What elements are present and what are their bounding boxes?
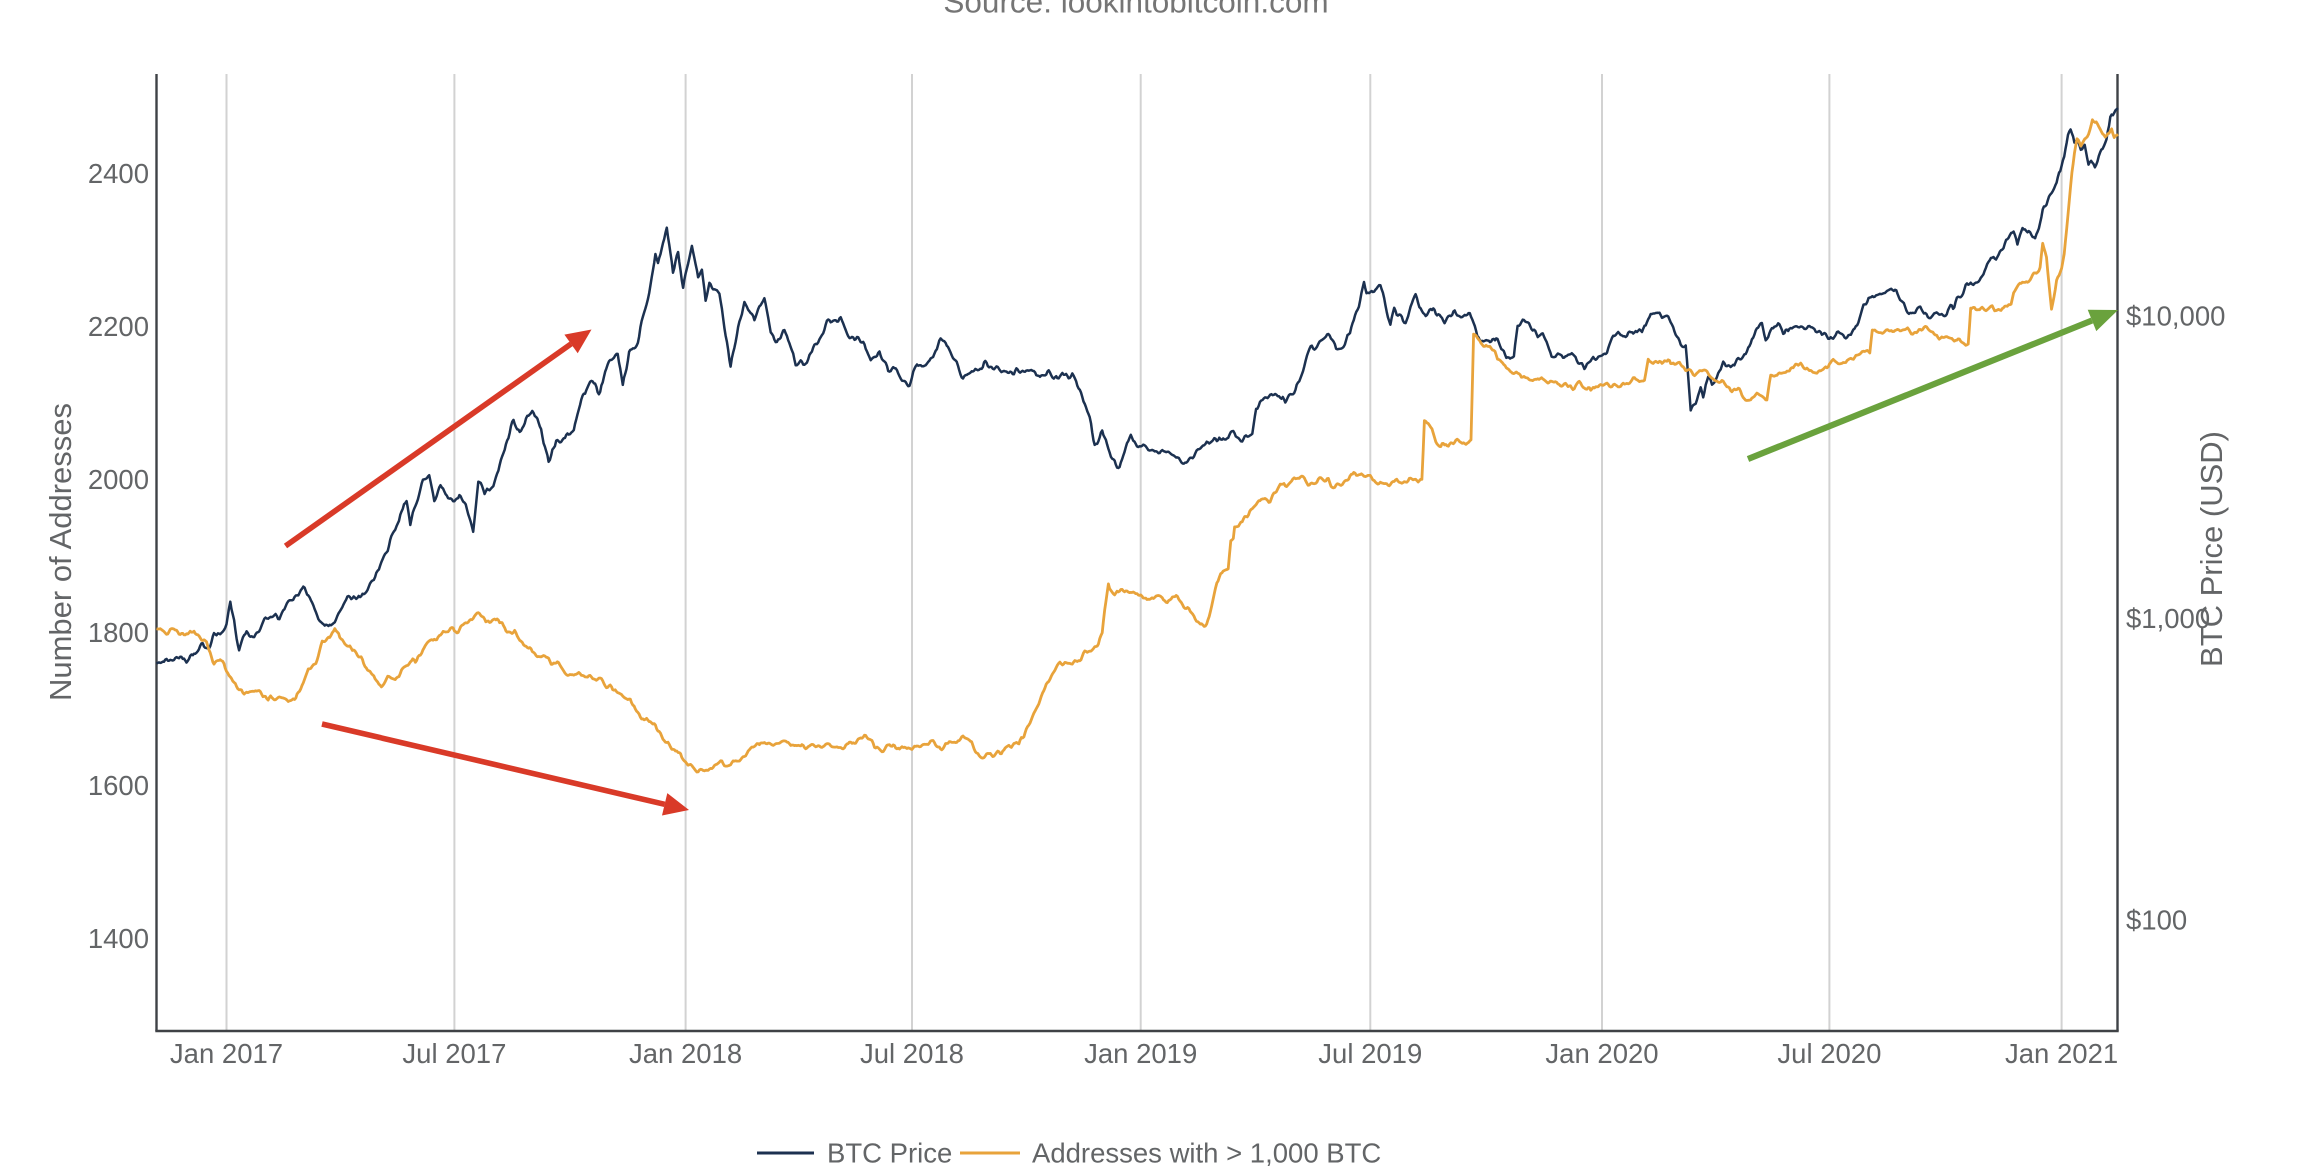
- svg-text:Jul 2019: Jul 2019: [1318, 1038, 1422, 1069]
- svg-text:1400: 1400: [88, 923, 149, 954]
- svg-text:$1,000: $1,000: [2126, 603, 2210, 634]
- svg-text:Jul 2018: Jul 2018: [860, 1038, 964, 1069]
- svg-text:Source: lookintobitcoin.com: Source: lookintobitcoin.com: [943, 0, 1328, 20]
- svg-text:$10,000: $10,000: [2126, 301, 2225, 332]
- svg-text:2000: 2000: [88, 464, 149, 495]
- svg-text:Jan 2021: Jan 2021: [2005, 1038, 2118, 1069]
- svg-text:BTC Price (USD): BTC Price (USD): [2194, 431, 2229, 667]
- svg-text:2200: 2200: [88, 311, 149, 342]
- svg-text:Jul 2020: Jul 2020: [1777, 1038, 1881, 1069]
- svg-text:Jan 2018: Jan 2018: [629, 1038, 742, 1069]
- svg-text:BTC Price: BTC Price: [827, 1138, 952, 1166]
- svg-text:Number of Addresses: Number of Addresses: [43, 403, 78, 701]
- svg-text:Jan 2017: Jan 2017: [170, 1038, 283, 1069]
- svg-text:$100: $100: [2126, 905, 2187, 936]
- svg-text:Addresses with > 1,000 BTC: Addresses with > 1,000 BTC: [1032, 1138, 1381, 1166]
- svg-text:2400: 2400: [88, 158, 149, 189]
- svg-text:Jan 2020: Jan 2020: [1545, 1038, 1658, 1069]
- svg-text:1800: 1800: [88, 617, 149, 648]
- svg-text:Jan 2019: Jan 2019: [1084, 1038, 1197, 1069]
- svg-text:1600: 1600: [88, 770, 149, 801]
- svg-text:Jul 2017: Jul 2017: [402, 1038, 506, 1069]
